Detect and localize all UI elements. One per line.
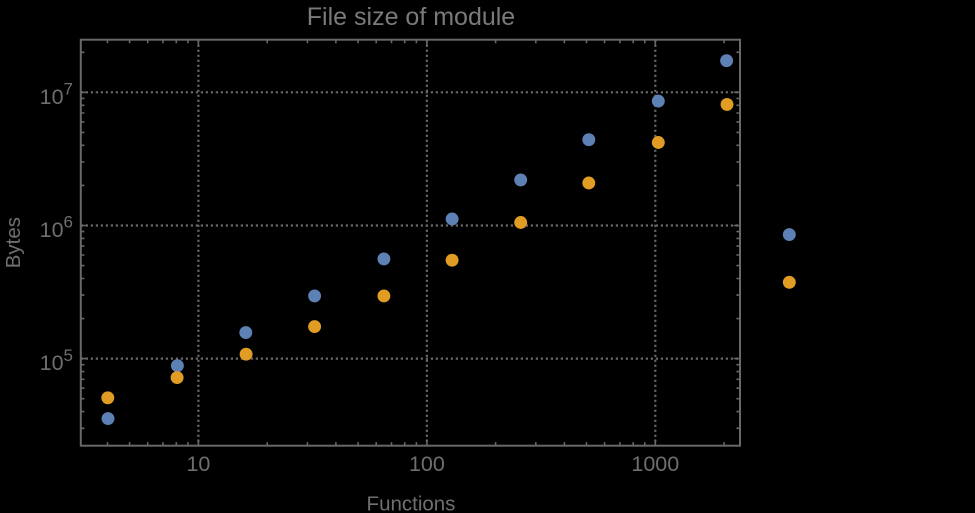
svg-text:100: 100 xyxy=(409,452,445,476)
svg-text:Bytes: Bytes xyxy=(2,217,25,268)
svg-text:105: 105 xyxy=(40,346,73,375)
svg-text:106: 106 xyxy=(40,213,73,242)
svg-text:107: 107 xyxy=(40,80,73,109)
svg-text:File size of module: File size of module xyxy=(307,3,515,31)
svg-text:1000: 1000 xyxy=(631,452,679,476)
svg-text:Functions: Functions xyxy=(367,493,456,513)
svg-text:10: 10 xyxy=(186,452,210,476)
